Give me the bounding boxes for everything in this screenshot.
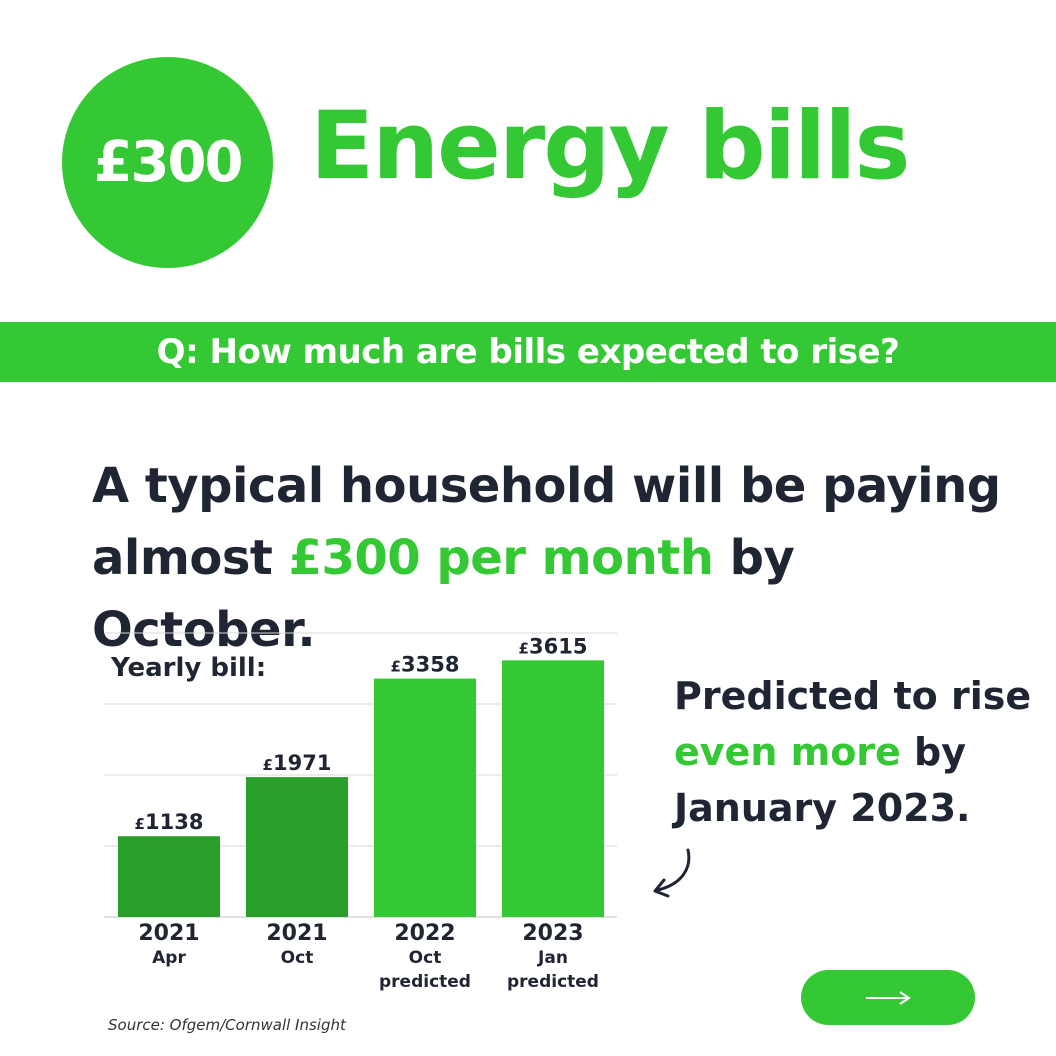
tick-label-year: 2023 xyxy=(522,921,583,946)
right-arrow-icon xyxy=(866,990,911,1005)
bar xyxy=(118,836,220,917)
tick-label-year: 2021 xyxy=(138,921,199,946)
bar xyxy=(374,678,476,917)
chart-title: Yearly bill: xyxy=(110,653,266,683)
curved-arrow-icon xyxy=(653,848,691,898)
data-label: £1971 xyxy=(263,751,332,775)
question-text: Q: How much are bills expected to rise? xyxy=(156,332,900,372)
tick-label-sub: Apr xyxy=(152,948,186,968)
headline-suffix: by October. xyxy=(92,530,795,658)
side-note: Predicted to rise even more by January 2… xyxy=(674,668,1034,836)
page-title: Energy bills xyxy=(310,92,910,201)
side-note-line-1: Predicted to rise xyxy=(674,674,1032,718)
data-label: £3358 xyxy=(391,653,460,677)
source-note: Source: Ofgem/Cornwall Insight xyxy=(108,1016,346,1034)
side-note-after: by xyxy=(900,730,967,774)
side-note-highlight: even more xyxy=(674,730,901,774)
next-button[interactable] xyxy=(801,970,975,1025)
headline-prefix: almost xyxy=(92,530,289,586)
tick-label-year: 2021 xyxy=(266,921,327,946)
headline: A typical household will be paying almos… xyxy=(92,450,1032,666)
tick-label-sub: Jan xyxy=(537,948,568,968)
data-label: £1138 xyxy=(135,810,204,834)
bar xyxy=(246,777,348,917)
tick-label-sub: Oct xyxy=(281,948,314,968)
data-label: £3615 xyxy=(519,634,588,658)
tick-label-year: 2022 xyxy=(394,921,455,946)
price-badge: £300 xyxy=(62,57,273,268)
headline-highlight: £300 per month xyxy=(288,530,714,586)
headline-line-1: A typical household will be paying xyxy=(92,458,1001,514)
tick-label-sub: Oct xyxy=(409,948,442,968)
headline-line-2: almost £300 per month by October. xyxy=(92,522,1032,666)
tick-label-sub: predicted xyxy=(507,972,599,992)
bar xyxy=(502,660,604,917)
side-note-line-3: January 2023. xyxy=(674,786,971,830)
side-note-line-2: even more by xyxy=(674,724,1034,780)
tick-label-sub: predicted xyxy=(379,972,471,992)
badge-label: £300 xyxy=(93,130,244,195)
question-banner: Q: How much are bills expected to rise? xyxy=(0,322,1056,382)
